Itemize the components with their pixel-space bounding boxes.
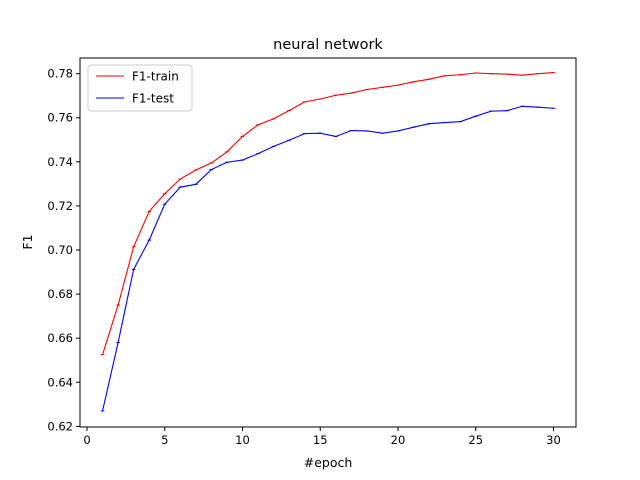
x-tick-label: 5 — [161, 433, 168, 447]
x-tick-label: 20 — [391, 433, 406, 447]
x-tick-label: 30 — [546, 433, 561, 447]
y-tick-label: 0.68 — [47, 287, 73, 301]
x-axis: 0 5 10 15 20 25 30 — [83, 427, 561, 447]
plot-area — [79, 57, 577, 428]
series-layer — [100, 72, 556, 412]
y-tick-label: 0.72 — [47, 199, 73, 213]
x-tick-label: 25 — [468, 433, 483, 447]
y-tick-label: 0.74 — [47, 155, 73, 169]
y-tick-label: 0.64 — [47, 375, 73, 389]
x-tick-label: 0 — [83, 433, 90, 447]
x-tick-label: 10 — [235, 433, 250, 447]
x-axis-label: #epoch — [304, 455, 353, 470]
series-line-f1-test — [102, 105, 554, 412]
x-tick-label: 15 — [313, 433, 328, 447]
legend: F1-train F1-test — [87, 64, 193, 112]
legend-label: F1-test — [132, 92, 174, 106]
legend-label: F1-train — [132, 70, 179, 84]
y-tick-label: 0.66 — [47, 331, 73, 345]
y-tick-label: 0.78 — [47, 67, 73, 81]
y-axis: 0.62 0.64 0.66 0.68 0.70 0.72 0.74 0.76 0.78 — [47, 67, 80, 433]
chart-title: neural network — [273, 37, 383, 53]
series-line-f1-train — [102, 72, 554, 355]
y-tick-label: 0.70 — [47, 243, 73, 257]
y-axis-label: F1 — [20, 234, 35, 249]
y-tick-label: 0.62 — [47, 419, 73, 433]
y-tick-label: 0.76 — [47, 111, 73, 125]
